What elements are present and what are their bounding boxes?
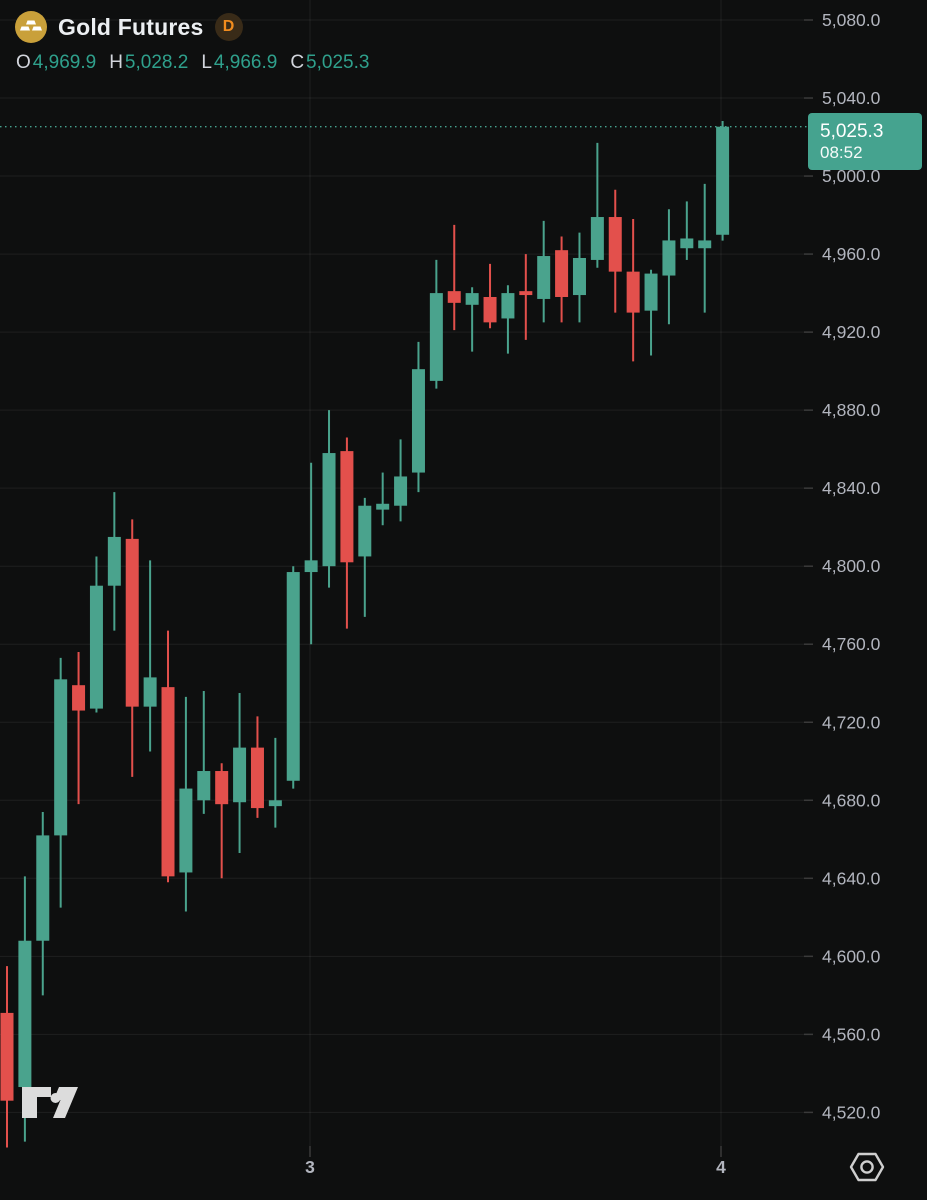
symbol-header: Gold Futures D (15, 11, 243, 43)
gold-coin-icon (15, 11, 47, 43)
ohlc-high: H 5,028.2 (109, 52, 189, 73)
candle-body (36, 835, 50, 941)
settings-gear-icon[interactable] (848, 1149, 886, 1190)
price-axis-label: 4,840.0 (822, 478, 881, 498)
price-axis-label: 4,560.0 (822, 1024, 881, 1044)
candle-body (680, 238, 694, 249)
candle-body (716, 126, 730, 235)
candle-body (662, 240, 676, 276)
candle-body (286, 572, 300, 781)
candle-body (72, 685, 86, 711)
candle-body (0, 1012, 14, 1101)
candle-body (698, 240, 712, 249)
candle-body (143, 677, 157, 707)
candle-body (376, 503, 390, 510)
price-axis-label: 5,080.0 (822, 10, 881, 30)
candle-body (537, 256, 551, 299)
candle-body (608, 217, 622, 272)
last-price-value: 5,025.3 (820, 120, 884, 142)
candle-body (483, 296, 497, 323)
ohlc-low: L 4,966.9 (201, 52, 278, 73)
candle-body (572, 257, 586, 296)
candle-body (89, 585, 103, 709)
candle-body (519, 291, 533, 296)
candle-body (179, 788, 193, 873)
price-axis-label: 4,600.0 (822, 946, 881, 966)
price-axis-label: 4,880.0 (822, 400, 881, 420)
symbol-name[interactable]: Gold Futures (58, 13, 204, 40)
tradingview-logo-icon[interactable] (21, 1085, 79, 1124)
price-axis-label: 5,040.0 (822, 88, 881, 108)
price-axis-label: 4,760.0 (822, 634, 881, 654)
candle-body (161, 687, 175, 877)
price-axis-label: 4,920.0 (822, 322, 881, 342)
candle-body (555, 250, 569, 297)
last-price-time: 08:52 (820, 142, 863, 162)
price-axis-label: 4,800.0 (822, 556, 881, 576)
candle-body (447, 291, 461, 303)
ohlc-open: O 4,969.9 (16, 52, 97, 73)
ohlc-row: O 4,969.9 H 5,028.2 L 4,966.9 C 5,025.3 (16, 52, 369, 74)
candle-body (340, 451, 354, 563)
candle-body (358, 505, 372, 557)
candle-body (233, 747, 247, 803)
candle-body (197, 771, 211, 801)
candle-body (268, 800, 282, 807)
candle-body (411, 369, 425, 473)
candle-body (626, 271, 640, 313)
candle-body (125, 538, 139, 707)
candle-body (322, 453, 336, 567)
candle-body (18, 940, 32, 1088)
candle-body (465, 293, 479, 305)
price-axis-label: 4,720.0 (822, 712, 881, 732)
candle-body (644, 273, 658, 311)
price-axis-label: 4,640.0 (822, 868, 881, 888)
candle-body (590, 217, 604, 260)
candle-body (250, 747, 264, 809)
price-axis-label: 4,680.0 (822, 790, 881, 810)
candle-body (304, 560, 318, 573)
price-axis-label: 4,960.0 (822, 244, 881, 264)
candle-body (501, 293, 515, 319)
price-axis-label: 4,520.0 (822, 1102, 881, 1122)
candle-body (394, 476, 408, 506)
last-price-badge: 5,025.3 08:52 (808, 113, 922, 170)
candle-body (215, 771, 229, 805)
candle-body (107, 536, 121, 586)
candle-body (54, 679, 68, 836)
ohlc-close: C 5,025.3 (290, 52, 370, 73)
time-axis-label: 4 (716, 1157, 726, 1177)
price-axis-label: 5,000.0 (822, 166, 881, 186)
time-axis-label: 3 (305, 1157, 315, 1177)
interval-badge[interactable]: D (214, 13, 243, 41)
candle-body (429, 293, 443, 381)
